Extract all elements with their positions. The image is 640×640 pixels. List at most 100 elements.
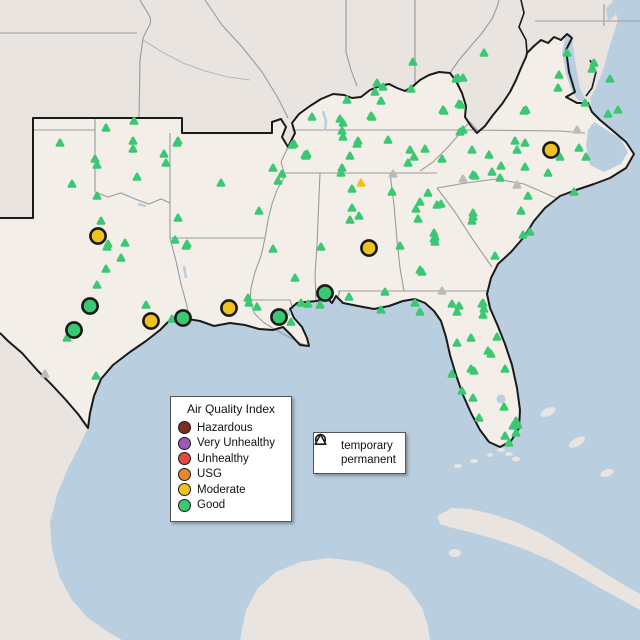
- permanent-station-marker: [508, 421, 518, 430]
- permanent-station-marker: [172, 138, 182, 147]
- permanent-station-marker: [62, 333, 72, 342]
- very-unhealthy-swatch-icon: [178, 436, 191, 450]
- permanent-station-marker: [580, 98, 590, 107]
- permanent-station-marker: [367, 112, 377, 121]
- permanent-station-marker: [447, 369, 457, 378]
- permanent-station-marker: [458, 174, 468, 183]
- permanent-label: permanent: [341, 453, 396, 466]
- permanent-station-marker: [512, 180, 522, 189]
- permanent-station-marker: [353, 136, 363, 145]
- permanent-station-marker: [303, 299, 313, 308]
- permanent-station-marker: [415, 197, 425, 206]
- permanent-station-marker: [499, 402, 509, 411]
- permanent-station-marker: [55, 138, 65, 147]
- permanent-station-marker: [405, 145, 415, 154]
- temporary-station-marker: [142, 312, 160, 330]
- permanent-station-marker: [437, 286, 447, 295]
- cuba-island: [437, 508, 640, 610]
- permanent-station-marker: [161, 158, 171, 167]
- permanent-station-marker: [376, 305, 386, 314]
- permanent-station-marker: [554, 70, 564, 79]
- aqi-label: Hazardous: [197, 421, 253, 434]
- state-borders: [0, 0, 640, 346]
- permanent-station-marker: [91, 371, 101, 380]
- permanent-station-marker: [487, 167, 497, 176]
- aqi-legend: Air Quality Index Hazardous Very Unhealt…: [170, 396, 292, 522]
- aqi-legend-title: Air Quality Index: [186, 402, 276, 416]
- permanent-station-marker: [103, 239, 113, 248]
- permanent-station-marker: [587, 64, 597, 73]
- permanent-station-marker: [510, 136, 520, 145]
- isla-juventud: [449, 549, 461, 557]
- permanent-station-marker: [344, 292, 354, 301]
- aqi-label: Moderate: [197, 483, 246, 496]
- permanent-station-marker: [553, 83, 563, 92]
- permanent-station-marker: [92, 160, 102, 169]
- aqi-label: Good: [197, 499, 226, 511]
- aqi-legend-row-hazardous: Hazardous: [178, 421, 284, 434]
- permanent-station-marker: [458, 73, 468, 82]
- permanent-station-marker: [181, 241, 191, 250]
- permanent-station-marker: [347, 184, 357, 193]
- permanent-station-marker: [468, 170, 478, 179]
- permanent-station-marker: [173, 213, 183, 222]
- permanent-station-marker: [603, 109, 613, 118]
- permanent-station-marker: [479, 48, 489, 57]
- permanent-station-marker: [345, 215, 355, 224]
- permanent-station-marker: [370, 87, 380, 96]
- permanent-station-marker: [469, 366, 479, 375]
- permanent-station-marker: [562, 48, 572, 57]
- bahama-banks: [540, 407, 614, 478]
- permanent-station-marker: [335, 114, 345, 123]
- permanent-station-marker: [468, 212, 478, 221]
- permanent-station-marker: [128, 136, 138, 145]
- permanent-station-marker: [466, 333, 476, 342]
- permanent-station-marker: [555, 152, 565, 161]
- permanent-station-marker: [300, 150, 310, 159]
- permanent-station-marker: [128, 144, 138, 153]
- temporary-station-marker: [174, 309, 192, 327]
- permanent-station-marker: [345, 151, 355, 160]
- permanent-station-marker: [513, 420, 523, 429]
- permanent-station-marker: [415, 307, 425, 316]
- permanent-station-marker: [413, 214, 423, 223]
- delaware-bay: [606, 2, 616, 22]
- permanent-station-marker: [518, 230, 528, 239]
- station-markers: [40, 48, 623, 447]
- permanent-station-marker: [337, 163, 347, 172]
- permanent-station-marker: [388, 169, 398, 178]
- permanent-station-marker: [581, 152, 591, 161]
- permanent-station-marker: [167, 314, 177, 323]
- permanent-station-marker: [454, 301, 464, 310]
- permanent-station-marker: [243, 293, 253, 302]
- permanent-station-marker: [495, 173, 505, 182]
- permanent-station-marker: [605, 74, 615, 83]
- temporary-station-marker: [81, 297, 99, 315]
- permanent-station-marker: [411, 204, 421, 213]
- permanent-station-marker: [92, 280, 102, 289]
- permanent-station-marker: [492, 332, 502, 341]
- yucatan-peninsula: [240, 558, 430, 640]
- florida-keys: [454, 448, 520, 468]
- permanent-station-marker: [316, 242, 326, 251]
- permanent-station-marker: [439, 106, 449, 115]
- permanent-station-marker: [403, 158, 413, 167]
- hazardous-swatch-icon: [178, 421, 191, 434]
- permanent-station-marker: [486, 349, 496, 358]
- usg-swatch-icon: [178, 467, 191, 481]
- permanent-station-marker: [96, 216, 106, 225]
- permanent-station-marker: [437, 154, 447, 163]
- station-type-legend: temporary permanent: [313, 432, 406, 474]
- permanent-station-marker: [451, 74, 461, 83]
- permanent-station-marker: [496, 161, 506, 170]
- permanent-station-marker: [372, 78, 382, 87]
- permanent-station-marker: [500, 364, 510, 373]
- permanent-station-marker: [452, 338, 462, 347]
- permanent-station-marker: [572, 125, 582, 134]
- permanent-station-marker: [277, 169, 287, 178]
- permanent-station-marker: [432, 200, 442, 209]
- permanent-station-marker: [132, 172, 142, 181]
- permanent-station-marker: [474, 413, 484, 422]
- permanent-station-marker: [383, 135, 393, 144]
- permanent-station-marker: [307, 112, 317, 121]
